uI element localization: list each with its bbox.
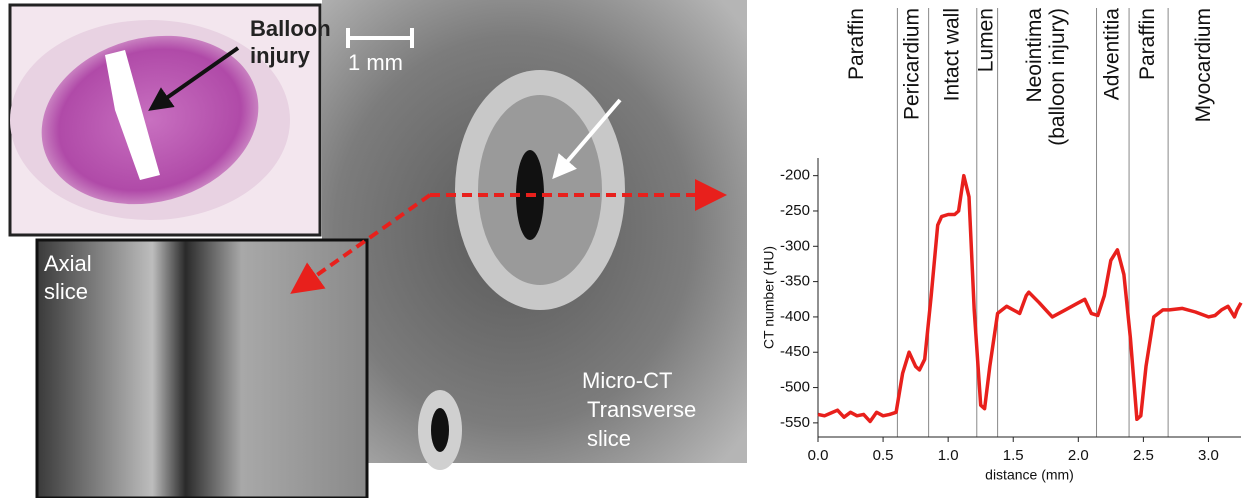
region-label: Lumen — [975, 8, 998, 72]
y-tick-label: -200 — [780, 167, 810, 184]
x-tick-label: 0.5 — [873, 447, 894, 464]
region-label: Pericardium — [901, 8, 924, 120]
y-tick-label: -550 — [780, 414, 810, 431]
histology-label: Balloon — [250, 16, 331, 41]
scale-label: 1 mm — [348, 50, 403, 75]
region-label: Intact wall — [940, 8, 963, 101]
x-tick-label: 1.0 — [938, 447, 959, 464]
region-label: Paraffin — [1136, 8, 1159, 80]
region-label: Neointima — [1023, 8, 1046, 103]
region-label: (balloon injury) — [1046, 8, 1069, 146]
x-axis-label: distance (mm) — [985, 467, 1074, 483]
x-tick-label: 3.0 — [1198, 447, 1219, 464]
ct-panel: 1 mm Micro-CT Transverse slice — [322, 0, 747, 470]
y-tick-label: -350 — [780, 273, 810, 290]
ct-label: Transverse — [587, 397, 696, 422]
region-label: Paraffin — [845, 8, 868, 80]
data-line — [818, 176, 1241, 422]
x-tick-label: 2.5 — [1133, 447, 1154, 464]
y-tick-label: -250 — [780, 202, 810, 219]
histology-panel: Balloon injury — [10, 5, 331, 235]
y-tick-label: -450 — [780, 343, 810, 360]
axial-panel: Axial slice — [37, 240, 367, 498]
x-tick-label: 2.0 — [1068, 447, 1089, 464]
ct-label: slice — [587, 426, 631, 451]
ct-lumen-2 — [431, 408, 449, 452]
y-tick-label: -400 — [780, 308, 810, 325]
axial-label: slice — [44, 279, 88, 304]
chart: Paraffin Pericardium Intact wall Lumen Neoin… — [761, 8, 1241, 483]
histology-label: injury — [250, 43, 311, 68]
ct-label: Micro-CT — [582, 368, 672, 393]
y-axis-label: CT number (HU) — [761, 246, 777, 349]
page: 1 mm Micro-CT Transverse slice Balloon i… — [0, 0, 1245, 503]
figure: 1 mm Micro-CT Transverse slice Balloon i… — [0, 0, 1245, 498]
x-tick-label: 1.5 — [1003, 447, 1024, 464]
y-tick-label: -300 — [780, 237, 810, 254]
axial-label: Axial — [44, 251, 92, 276]
region-label: Myocardium — [1192, 8, 1215, 122]
y-tick-label: -500 — [780, 379, 810, 396]
region-label: Adventitia — [1100, 8, 1123, 101]
x-tick-label: 0.0 — [808, 447, 829, 464]
